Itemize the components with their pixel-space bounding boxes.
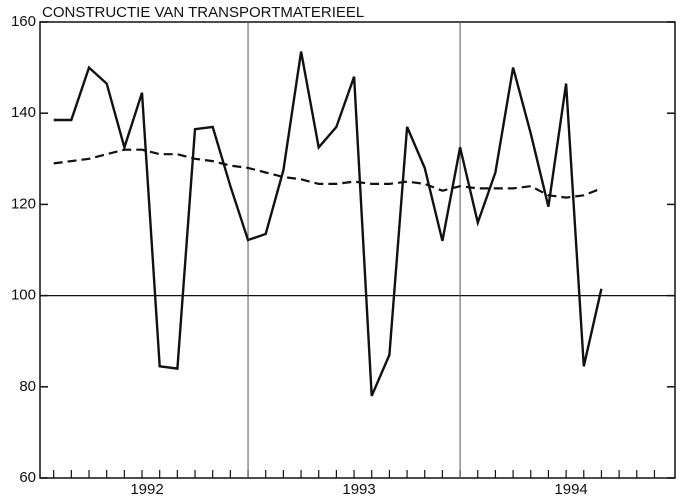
y-tick-label: 140 [11,104,36,121]
series-line [53,148,602,199]
plot-frame [39,21,676,479]
y-tick-label: 60 [19,469,36,486]
x-tick-label: 1993 [342,481,375,498]
chart-title: CONSTRUCTIE VAN TRANSPORTMATERIEEL [42,4,364,21]
y-tick-label: 100 [11,287,36,304]
y-tick-label: 160 [11,13,36,30]
x-tick-label: 1992 [130,481,163,498]
y-tick-label: 120 [11,195,36,212]
y-tick-label: 80 [19,378,36,395]
series-line [53,51,603,397]
x-tick-label: 1994 [554,481,587,498]
